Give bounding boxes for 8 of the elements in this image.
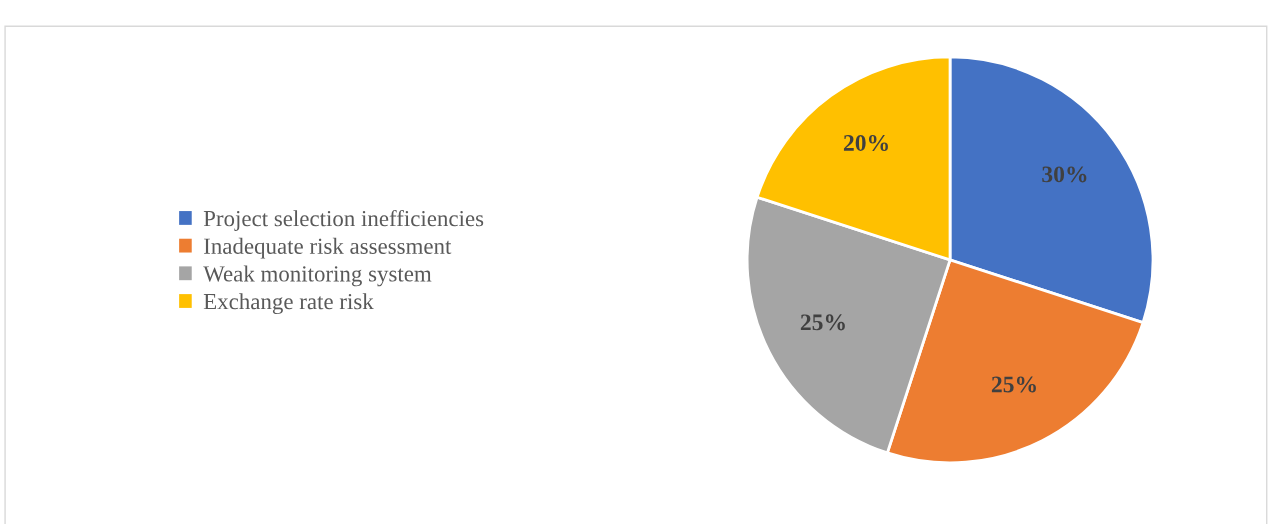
data-label: 30% bbox=[1042, 166, 1087, 183]
data-label: 25% bbox=[991, 376, 1036, 393]
legend-label: Project selection inefficiencies bbox=[203, 209, 484, 231]
legend-label: Exchange rate risk bbox=[203, 293, 374, 315]
data-label: 20% bbox=[843, 134, 888, 151]
legend-label: Weak monitoring system bbox=[203, 265, 432, 287]
data-label: 25% bbox=[800, 314, 845, 331]
legend-label: Inadequate risk assessment bbox=[204, 237, 452, 259]
